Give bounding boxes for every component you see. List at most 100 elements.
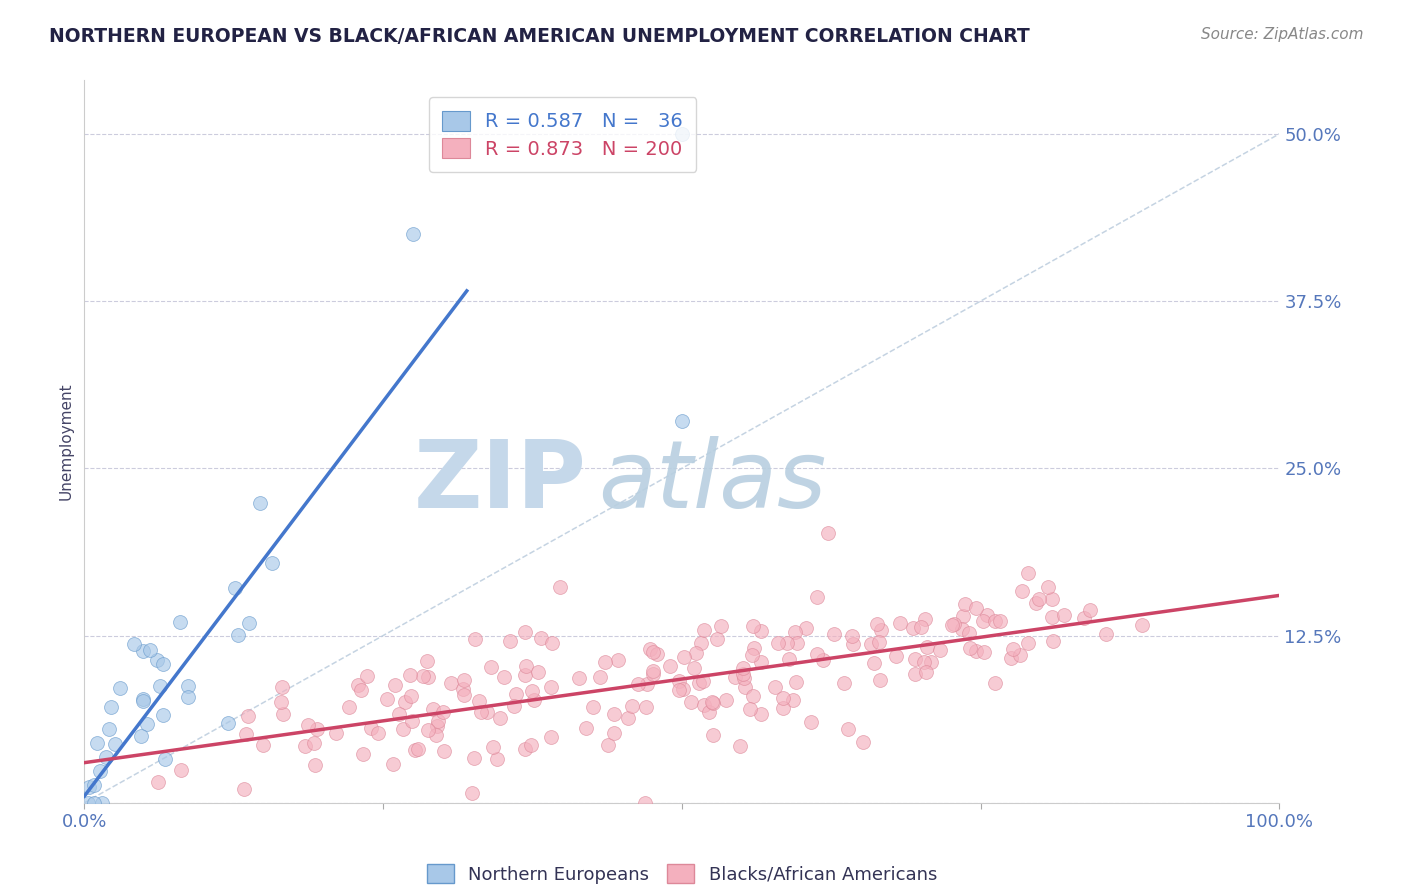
Point	[741, 648, 763, 662]
Point	[734, 680, 756, 694]
Point	[634, 796, 657, 810]
Point	[852, 735, 875, 749]
Point	[903, 651, 925, 665]
Point	[520, 738, 543, 752]
Point	[132, 644, 155, 658]
Point	[1073, 610, 1095, 624]
Point	[170, 763, 193, 777]
Point	[463, 751, 485, 765]
Point	[917, 640, 939, 654]
Point	[702, 695, 724, 709]
Point	[671, 127, 693, 141]
Point	[733, 671, 755, 685]
Point	[527, 665, 550, 679]
Point	[943, 617, 966, 632]
Point	[915, 665, 938, 680]
Point	[889, 616, 911, 631]
Point	[270, 680, 292, 694]
Y-axis label: Unemployment: Unemployment	[58, 383, 73, 500]
Point	[636, 677, 658, 691]
Point	[904, 667, 927, 681]
Point	[749, 656, 772, 670]
Point	[575, 722, 598, 736]
Point	[1002, 641, 1025, 656]
Point	[1080, 603, 1102, 617]
Point	[152, 707, 174, 722]
Point	[697, 705, 720, 719]
Point	[427, 714, 450, 728]
Point	[706, 632, 728, 646]
Text: Source: ZipAtlas.com: Source: ZipAtlas.com	[1201, 27, 1364, 42]
Point	[602, 726, 624, 740]
Point	[302, 736, 325, 750]
Point	[394, 696, 416, 710]
Point	[673, 649, 696, 664]
Point	[224, 582, 246, 596]
Point	[952, 609, 974, 624]
Point	[950, 622, 973, 636]
Point	[83, 796, 105, 810]
Point	[304, 758, 326, 772]
Point	[607, 653, 630, 667]
Point	[350, 683, 373, 698]
Point	[100, 699, 122, 714]
Text: atlas: atlas	[599, 436, 827, 527]
Point	[249, 496, 271, 510]
Point	[841, 629, 863, 643]
Point	[153, 752, 176, 766]
Point	[800, 714, 823, 729]
Point	[832, 676, 855, 690]
Point	[710, 619, 733, 633]
Point	[129, 730, 152, 744]
Point	[540, 680, 562, 694]
Point	[984, 675, 1007, 690]
Point	[1053, 608, 1076, 623]
Point	[453, 688, 475, 702]
Point	[540, 730, 562, 744]
Point	[668, 683, 690, 698]
Point	[238, 615, 260, 630]
Point	[135, 717, 157, 731]
Point	[966, 600, 988, 615]
Point	[742, 619, 765, 633]
Point	[988, 614, 1011, 628]
Point	[540, 636, 562, 650]
Point	[177, 679, 200, 693]
Point	[617, 711, 640, 725]
Point	[582, 700, 605, 714]
Point	[228, 628, 250, 642]
Point	[965, 644, 987, 658]
Point	[621, 698, 644, 713]
Point	[817, 525, 839, 540]
Point	[399, 668, 422, 682]
Point	[806, 591, 828, 605]
Point	[702, 696, 724, 710]
Point	[957, 625, 980, 640]
Point	[738, 702, 761, 716]
Point	[914, 655, 936, 669]
Point	[869, 673, 891, 687]
Point	[679, 695, 702, 709]
Point	[515, 659, 537, 673]
Point	[482, 740, 505, 755]
Point	[693, 623, 716, 637]
Point	[645, 648, 668, 662]
Point	[422, 702, 444, 716]
Point	[1008, 648, 1031, 663]
Point	[177, 690, 200, 705]
Point	[305, 723, 328, 737]
Point	[1040, 592, 1063, 607]
Point	[416, 670, 439, 684]
Point	[884, 648, 907, 663]
Point	[453, 681, 475, 696]
Point	[513, 742, 536, 756]
Point	[347, 678, 370, 692]
Point	[702, 728, 724, 742]
Point	[766, 636, 789, 650]
Point	[352, 747, 374, 762]
Point	[464, 632, 486, 646]
Point	[869, 624, 891, 638]
Point	[749, 624, 772, 638]
Point	[763, 680, 786, 694]
Point	[627, 677, 650, 691]
